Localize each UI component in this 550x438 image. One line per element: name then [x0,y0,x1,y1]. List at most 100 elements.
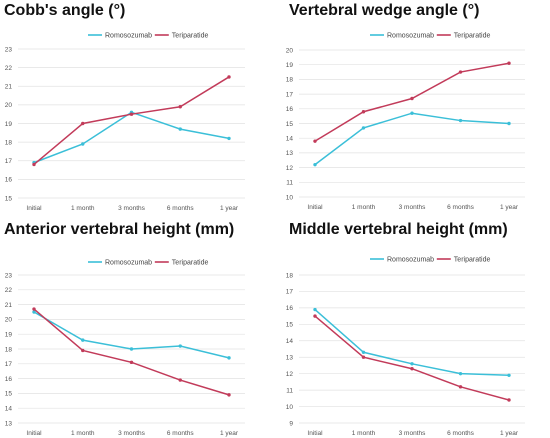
data-point [410,96,414,101]
chart-panel-cobbs-angle: Cobb's angle (°) 15 16 17 18 19 20 21 22 23 Initi… [0,0,275,219]
x-tick-label: Initial [26,205,42,212]
chart-title: Cobb's angle (°) [4,2,126,19]
y-tick-label: 18 [286,272,294,279]
y-tick-label: 16 [5,376,13,383]
series-line-teriparatide [314,62,510,142]
data-point [227,136,231,141]
data-point [227,75,231,79]
x-tick-label: 1 year [220,430,239,437]
data-point [81,338,85,342]
legend-label: Teriparatide [172,32,209,39]
y-tick-label: 15 [5,195,13,202]
data-point [129,347,134,351]
legend-label: Teriparatide [172,259,209,266]
x-tick-label: 1 month [71,430,95,437]
data-point [32,310,36,314]
y-tick-label: 14 [286,338,294,345]
y-tick-label: 20 [5,102,13,109]
y-tick-label: 16 [286,106,294,113]
chart-panel-anterior-vertebral-height: Anterior vertebral height (mm) 13 14 15 16 1… [0,219,275,438]
data-point [458,371,463,376]
data-point [81,121,85,126]
y-tick-label: 21 [5,84,13,91]
data-point [410,362,414,366]
x-tick-label: 1 month [352,430,376,437]
y-tick-label: 23 [5,46,13,53]
y-tick-label: 17 [286,91,294,98]
data-point [313,139,317,143]
data-point [361,126,366,130]
line-chart: 13 14 15 16 17 18 19 20 21 22 23 Initial 1 month 3 mo… [5,259,245,437]
y-tick-label: 10 [286,194,294,201]
data-point [458,70,463,74]
data-point [361,110,366,114]
y-tick-label: 16 [286,305,294,312]
y-tick-label: 17 [286,289,294,296]
y-tick-label: 19 [286,62,294,69]
line-chart: 10 11 12 13 14 15 16 17 18 19 20 Initial 1 month 3 mo… [286,32,525,211]
line-chart: 15 16 17 18 19 20 21 22 23 Initial 1 month 3 months… [5,32,245,212]
y-tick-label: 22 [5,287,13,294]
series-line-romosozumab [33,111,230,164]
data-point [81,348,85,353]
chart-title: Vertebral wedge angle (°) [289,2,480,19]
y-tick-label: 20 [5,317,13,324]
data-point [227,393,231,397]
y-tick-label: 22 [5,65,13,72]
data-point [227,356,231,360]
data-point [361,355,366,359]
data-point [178,105,182,109]
x-tick-label: 1 month [352,204,376,211]
data-point [313,307,317,312]
y-tick-label: 13 [286,150,294,157]
legend-label: Romosozumab [105,32,152,39]
data-point [313,314,317,318]
data-point [458,385,463,389]
data-point [507,398,511,402]
x-tick-label: Initial [26,430,42,437]
data-point [410,111,414,115]
legend-label: Romosozumab [105,259,152,266]
data-point [129,360,134,365]
data-point [32,162,36,167]
y-tick-label: 20 [286,47,294,54]
chart-panel-vertebral-wedge-angle: Vertebral wedge angle (°) 10 11 12 13 14 15 16… [275,0,550,219]
x-tick-label: 3 months [399,430,426,437]
data-point [410,367,414,371]
x-tick-label: 6 months [167,205,194,212]
x-tick-label: Initial [307,430,323,437]
x-tick-label: 1 year [220,205,239,212]
legend-label: Romosozumab [387,256,434,263]
x-tick-label: 1 year [500,204,519,211]
y-tick-label: 15 [286,322,294,329]
y-tick-label: 12 [286,371,294,378]
legend-label: Teriparatide [454,256,491,263]
data-point [313,162,317,167]
y-tick-label: 21 [5,302,13,309]
data-point [81,142,85,146]
series-line-romosozumab [33,311,230,359]
y-tick-label: 18 [5,139,13,146]
data-point [129,112,134,116]
data-point [507,373,511,378]
x-tick-label: 1 year [500,430,519,437]
data-point [507,121,511,126]
line-chart: 9 10 11 12 13 14 15 16 17 18 Initial 1 month 3 month… [286,256,525,437]
y-tick-label: 23 [5,272,13,279]
x-tick-label: 3 months [399,204,426,211]
y-tick-label: 13 [286,355,294,362]
data-point [32,307,36,311]
legend-label: Teriparatide [454,32,491,39]
series-line-teriparatide [314,315,510,401]
y-tick-label: 12 [286,165,294,172]
y-tick-label: 19 [5,332,13,339]
data-point [178,127,182,131]
y-tick-label: 14 [5,406,13,413]
y-tick-label: 18 [286,77,294,84]
chart-panel-middle-vertebral-height: Middle vertebral height (mm) 9 10 11 12 13 14… [275,219,550,438]
x-tick-label: Initial [307,204,323,211]
data-point [507,61,511,65]
x-tick-label: 6 months [167,430,194,437]
y-tick-label: 18 [5,346,13,353]
y-tick-label: 19 [5,121,13,128]
